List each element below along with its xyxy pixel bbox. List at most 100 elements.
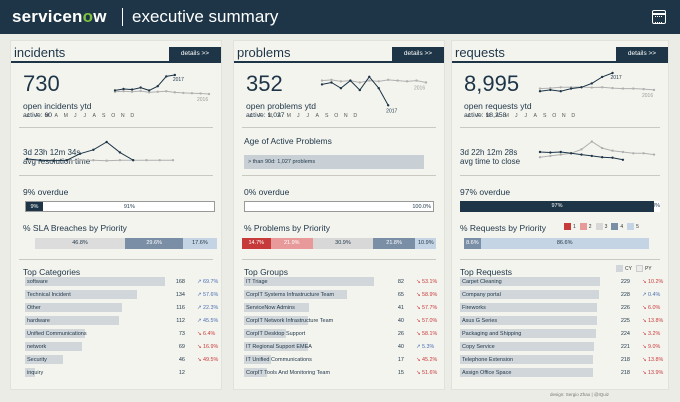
prev-series-point[interactable] bbox=[405, 80, 409, 83]
prev-series-point[interactable] bbox=[652, 153, 656, 156]
list-item[interactable]: Packaging and Shipping 224 ↘ 3.2% bbox=[460, 329, 666, 339]
current-series-point[interactable] bbox=[538, 150, 542, 154]
prev-series-point[interactable] bbox=[339, 80, 343, 83]
list-item[interactable]: Unified Communications 73 ↘ 6.4% bbox=[25, 329, 221, 339]
prev-series-point[interactable] bbox=[147, 91, 151, 94]
priority-segment[interactable]: 21.9% bbox=[270, 238, 313, 249]
list-item[interactable]: Company portal 228 ↗ 0.4% bbox=[460, 290, 666, 300]
prev-series-point[interactable] bbox=[424, 81, 428, 84]
priority-segment[interactable]: 46.8% bbox=[34, 238, 126, 249]
age-bar[interactable]: > than 90d: 1,027 problems bbox=[244, 155, 424, 169]
current-series-point[interactable] bbox=[580, 153, 583, 156]
current-series-point[interactable] bbox=[118, 151, 122, 154]
prev-series-point[interactable] bbox=[122, 90, 125, 93]
prev-series-point[interactable] bbox=[173, 91, 177, 94]
current-series-point[interactable] bbox=[39, 159, 42, 162]
prev-series-point[interactable] bbox=[632, 152, 635, 155]
priority-segment[interactable]: 21.8% bbox=[372, 238, 416, 249]
current-series-point[interactable] bbox=[538, 90, 542, 93]
current-series-point[interactable] bbox=[386, 104, 390, 107]
current-series-point[interactable] bbox=[147, 89, 151, 92]
prev-series-point[interactable] bbox=[611, 86, 614, 90]
prev-series-point[interactable] bbox=[590, 86, 594, 89]
prev-series-point[interactable] bbox=[652, 88, 656, 92]
list-item[interactable]: CorpIT Systems Infrastructure Team 65 ↘ 58… bbox=[244, 290, 442, 300]
problems-priority-bar[interactable]: 14.7% 21.9% 30.9% 21.8% 10.9% bbox=[242, 238, 437, 249]
priority-segment[interactable]: 14.7% bbox=[242, 238, 271, 249]
prev-series-point[interactable] bbox=[611, 149, 614, 152]
current-series-point[interactable] bbox=[78, 152, 82, 155]
list-item[interactable]: software 168 ↗ 69.7% bbox=[25, 277, 221, 287]
current-series-point[interactable] bbox=[52, 159, 55, 162]
current-series-point[interactable] bbox=[139, 86, 142, 89]
list-item[interactable]: ServiceNow Admins 41 ↘ 57.7% bbox=[244, 303, 442, 313]
prev-series-point[interactable] bbox=[549, 86, 552, 90]
prev-series-point[interactable] bbox=[415, 79, 418, 82]
priority-segment[interactable]: 8.6% bbox=[464, 238, 481, 249]
current-series-point[interactable] bbox=[590, 82, 594, 85]
current-series-point[interactable] bbox=[113, 89, 117, 92]
list-item[interactable]: CorpIT Desktop Support 26 ↘ 58.1% bbox=[244, 329, 442, 339]
prev-series-point[interactable] bbox=[320, 79, 324, 82]
prev-series-point[interactable] bbox=[580, 148, 583, 151]
current-series-point[interactable] bbox=[600, 75, 604, 79]
incidents-details-button[interactable]: details >> bbox=[169, 47, 221, 61]
list-item[interactable]: Telephone Extension 218 ↘ 13.8% bbox=[460, 355, 666, 365]
prev-series-point[interactable] bbox=[600, 86, 604, 89]
current-series-point[interactable] bbox=[358, 88, 362, 92]
current-series-point[interactable] bbox=[549, 151, 552, 154]
list-item[interactable]: network 69 ↘ 16.9% bbox=[25, 342, 221, 352]
prev-series-point[interactable] bbox=[621, 150, 625, 154]
prev-series-point[interactable] bbox=[156, 90, 159, 93]
current-series-point[interactable] bbox=[569, 87, 573, 90]
current-series-point[interactable] bbox=[549, 88, 552, 92]
current-series-point[interactable] bbox=[25, 157, 29, 161]
current-series-point[interactable] bbox=[173, 73, 177, 77]
current-series-point[interactable] bbox=[590, 154, 594, 158]
current-series-point[interactable] bbox=[559, 90, 562, 93]
prev-series-point[interactable] bbox=[538, 87, 542, 90]
current-series-point[interactable] bbox=[569, 152, 573, 155]
current-series-point[interactable] bbox=[339, 87, 343, 90]
list-item[interactable]: CorpIT Network Infrastructure Team 40 ↘ 57… bbox=[244, 316, 442, 326]
prev-series-point[interactable] bbox=[92, 159, 95, 162]
sla-breach-bar[interactable]: 46.8% 29.6% 17.6% bbox=[23, 238, 217, 249]
prev-series-point[interactable] bbox=[642, 87, 645, 91]
list-item[interactable]: Asus G Series 225 ↘ 13.8% bbox=[460, 316, 666, 326]
current-series-point[interactable] bbox=[165, 75, 168, 78]
servicenow-logo[interactable]: servicenow bbox=[12, 7, 107, 26]
current-series-point[interactable] bbox=[377, 87, 380, 90]
prev-series-point[interactable] bbox=[549, 154, 552, 158]
priority-segment[interactable]: 17.6% bbox=[182, 238, 217, 249]
list-item[interactable]: IT Unified Communications 17 ↘ 45.2% bbox=[244, 355, 442, 365]
list-item[interactable]: Security 46 ↘ 49.5% bbox=[25, 355, 221, 365]
prev-series-point[interactable] bbox=[590, 140, 594, 143]
list-item[interactable]: Other 116 ↗ 22.3% bbox=[25, 303, 221, 313]
current-series-point[interactable] bbox=[580, 86, 583, 89]
current-series-point[interactable] bbox=[611, 156, 614, 159]
current-series-point[interactable] bbox=[600, 156, 604, 159]
prev-series-point[interactable] bbox=[118, 159, 122, 162]
prev-series-point[interactable] bbox=[145, 159, 148, 162]
prev-series-point[interactable] bbox=[139, 89, 142, 93]
list-item[interactable]: Copy Service 221 ↘ 9.0% bbox=[460, 342, 666, 352]
current-series-point[interactable] bbox=[368, 75, 371, 78]
requests-priority-bar[interactable]: 8.6% 86.6% bbox=[464, 238, 658, 249]
priority-segment[interactable]: 29.6% bbox=[125, 238, 183, 249]
current-series-point[interactable] bbox=[349, 79, 352, 82]
priority-segment[interactable]: 30.9% bbox=[313, 238, 373, 249]
priority-segment[interactable]: 10.9% bbox=[415, 238, 437, 249]
list-item[interactable]: CorpIT Tools And Monitoring Team 15 ↘ 51.6… bbox=[244, 368, 442, 378]
prev-series-point[interactable] bbox=[190, 92, 194, 95]
current-series-point[interactable] bbox=[122, 87, 125, 91]
prev-series-point[interactable] bbox=[330, 78, 333, 82]
prev-series-point[interactable] bbox=[642, 152, 645, 155]
list-item[interactable]: Technical Incident 134 ↗ 57.6% bbox=[25, 290, 221, 300]
prev-series-point[interactable] bbox=[559, 153, 562, 156]
prev-series-point[interactable] bbox=[171, 159, 175, 162]
prev-series-point[interactable] bbox=[158, 159, 161, 162]
list-item[interactable]: inquiry 12 bbox=[25, 368, 221, 378]
prev-series-point[interactable] bbox=[182, 91, 185, 95]
calendar-icon[interactable] bbox=[652, 10, 666, 24]
current-series-point[interactable] bbox=[65, 159, 69, 162]
